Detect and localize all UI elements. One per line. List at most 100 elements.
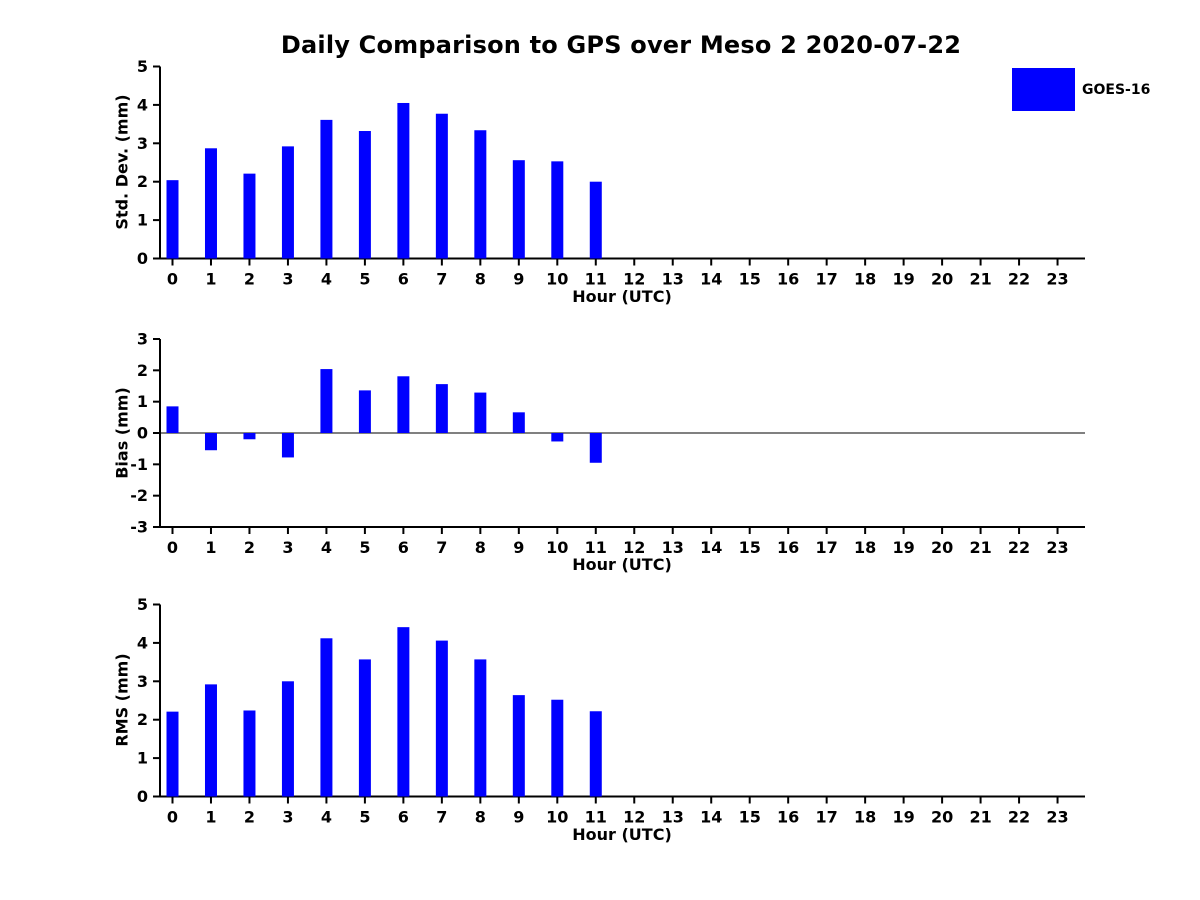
- x-tick-label: 11: [585, 538, 607, 557]
- bar: [512, 160, 525, 259]
- figure-title: Daily Comparison to GPS over Meso 2 2020…: [280, 31, 962, 59]
- x-tick-label: 3: [282, 270, 293, 289]
- bar: [435, 113, 448, 259]
- y-tick-label: 2: [137, 172, 148, 191]
- bar: [551, 161, 564, 259]
- legend: GOES-16: [1012, 68, 1150, 111]
- x-tick-label: 1: [205, 270, 216, 289]
- x-tick-label: 16: [777, 270, 799, 289]
- x-tick-label: 12: [623, 538, 645, 557]
- x-tick-label: 23: [1046, 808, 1068, 827]
- x-tick-label: 23: [1046, 270, 1068, 289]
- x-tick-label: 9: [513, 808, 524, 827]
- bar: [281, 433, 294, 458]
- x-tick-label: 17: [816, 270, 838, 289]
- y-tick-label: 0: [137, 787, 148, 806]
- x-tick-label: 9: [513, 538, 524, 557]
- x-tick-label: 2: [244, 538, 255, 557]
- x-tick-label: 2: [244, 808, 255, 827]
- bar: [551, 433, 564, 442]
- x-tick-label: 11: [585, 808, 607, 827]
- bar: [589, 711, 602, 797]
- x-tick-label: 7: [436, 538, 447, 557]
- x-tick-label: 5: [359, 808, 370, 827]
- x-tick-label: 15: [739, 270, 761, 289]
- x-tick-label: 14: [700, 808, 722, 827]
- x-tick-label: 14: [700, 270, 722, 289]
- x-tick-label: 13: [662, 538, 684, 557]
- bar: [474, 130, 487, 259]
- bar: [243, 433, 256, 440]
- y-tick-label: 3: [137, 134, 148, 153]
- bar: [166, 406, 179, 433]
- x-tick-label: 8: [475, 270, 486, 289]
- x-tick-label: 6: [398, 270, 409, 289]
- x-tick-label: 5: [359, 538, 370, 557]
- y-tick-label: -2: [130, 486, 148, 505]
- x-tick-label: 3: [282, 808, 293, 827]
- bar: [204, 148, 217, 259]
- y-tick-label: 0: [137, 249, 148, 268]
- bar: [512, 412, 525, 433]
- bar: [243, 173, 256, 259]
- x-tick-label: 19: [892, 808, 914, 827]
- x-tick-label: 4: [321, 270, 332, 289]
- x-tick-label: 4: [321, 538, 332, 557]
- bar: [397, 376, 410, 433]
- bar: [281, 681, 294, 797]
- bar: [589, 181, 602, 259]
- x-tick-label: 0: [167, 270, 178, 289]
- x-tick-label: 7: [436, 270, 447, 289]
- x-tick-label: 16: [777, 538, 799, 557]
- bar: [589, 433, 602, 463]
- bar: [435, 640, 448, 797]
- x-tick-label: 18: [854, 270, 876, 289]
- bar: [512, 695, 525, 797]
- x-tick-label: 8: [475, 808, 486, 827]
- x-tick-label: 20: [931, 808, 953, 827]
- x-tick-label: 3: [282, 538, 293, 557]
- x-tick-label: 19: [892, 538, 914, 557]
- x-tick-label: 20: [931, 270, 953, 289]
- x-tick-label: 6: [398, 538, 409, 557]
- x-tick-label: 7: [436, 808, 447, 827]
- bar: [358, 659, 371, 797]
- x-tick-label: 21: [969, 808, 991, 827]
- x-tick-label: 10: [546, 270, 568, 289]
- bar: [243, 710, 256, 797]
- x-tick-label: 23: [1046, 538, 1068, 557]
- x-tick-label: 16: [777, 808, 799, 827]
- legend-series-label: GOES-16: [1082, 81, 1151, 98]
- y-tick-label: -3: [130, 518, 148, 537]
- x-tick-label: 17: [816, 808, 838, 827]
- bar: [166, 711, 179, 797]
- x-tick-label: 9: [513, 270, 524, 289]
- y-tick-label: 2: [137, 361, 148, 380]
- bar: [320, 369, 333, 433]
- x-tick-label: 14: [700, 538, 722, 557]
- x-tick-label: 6: [398, 808, 409, 827]
- bar: [474, 392, 487, 433]
- bar: [320, 638, 333, 797]
- y-tick-label: -1: [130, 455, 148, 474]
- y-tick-label: 1: [137, 211, 148, 230]
- x-tick-label: 20: [931, 538, 953, 557]
- bar: [397, 627, 410, 797]
- x-tick-label: 11: [585, 270, 607, 289]
- bar: [358, 131, 371, 259]
- x-tick-label: 4: [321, 808, 332, 827]
- y-tick-label: 3: [137, 672, 148, 691]
- x-tick-label: 21: [969, 538, 991, 557]
- x-tick-label: 1: [205, 808, 216, 827]
- x-tick-label: 22: [1008, 270, 1030, 289]
- x-axis-label-middle-plot: Hour (UTC): [572, 555, 672, 574]
- x-tick-label: 18: [854, 538, 876, 557]
- y-tick-label: 4: [137, 95, 148, 114]
- x-tick-label: 12: [623, 270, 645, 289]
- bar: [397, 102, 410, 259]
- x-tick-label: 12: [623, 808, 645, 827]
- x-tick-label: 8: [475, 538, 486, 557]
- y-tick-label: 3: [137, 330, 148, 349]
